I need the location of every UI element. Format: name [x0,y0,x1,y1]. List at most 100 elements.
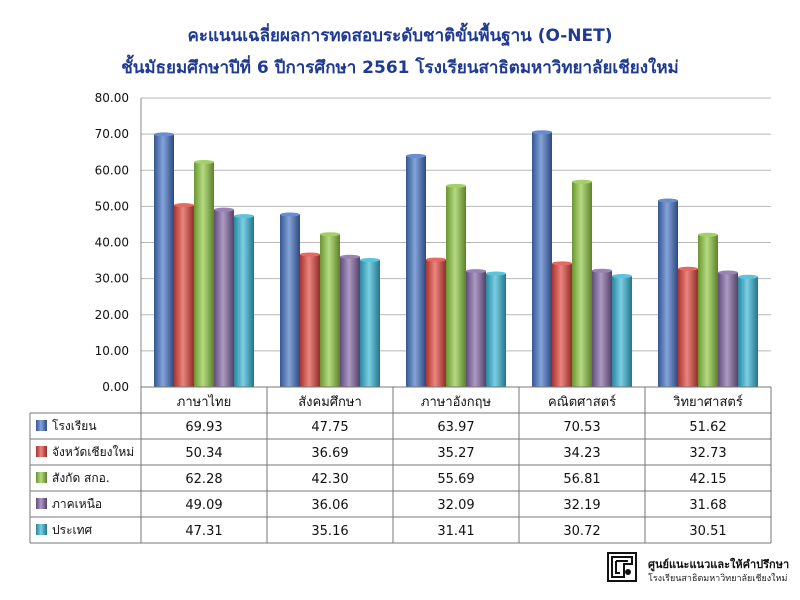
bar-cap [194,160,214,165]
bar-5-2 [360,259,380,387]
data-label: 31.68 [689,498,726,513]
bar-cap [280,212,300,217]
data-label: 34.23 [563,446,600,461]
bar-cap [406,153,426,158]
bar-cap [658,198,678,203]
data-label: 32.19 [563,498,600,513]
bar-4-3 [466,271,486,387]
data-label: 47.75 [311,420,348,435]
bar-3-3 [446,185,466,387]
data-label: 32.09 [437,498,474,513]
bar-cap [612,274,632,279]
category-label: วิทยาศาสตร์ [672,394,742,410]
bar-2-2 [300,254,320,387]
data-label: 49.09 [185,498,222,513]
legend-swatch [36,472,47,483]
y-tick-label: 10.00 [95,344,129,358]
bar-1-3 [406,155,426,387]
bar-5-1 [234,216,254,387]
category-label: ภาษาอังกฤษ [421,395,492,410]
footer-school-name: โรงเรียนสาธิตมหาวิทยาลัยเชียงใหม่ [648,574,788,584]
y-tick-label: 50.00 [95,199,129,213]
data-label: 35.27 [437,446,474,461]
y-tick-label: 30.00 [95,272,129,286]
data-label: 69.93 [185,420,222,435]
category-label: ภาษาไทย [177,394,231,410]
bar-cap [698,232,718,237]
bar-4-1 [214,209,234,387]
bar-5-5 [738,276,758,387]
data-label: 55.69 [437,472,474,487]
footer-org-name: ศูนย์แนะแนวและให้คำปรึกษา [648,558,790,571]
bar-5-4 [612,276,632,387]
bar-1-5 [658,200,678,387]
data-label: 35.16 [311,524,348,539]
legend-label: ประเทศ [52,523,93,537]
bar-1-1 [154,134,174,387]
data-label: 51.62 [689,420,726,435]
bar-cap [174,203,194,208]
bar-2-1 [174,205,194,387]
bar-cap [320,232,340,237]
data-label: 36.69 [311,446,348,461]
bar-2-3 [426,259,446,387]
bar-cap [572,179,592,184]
legend-swatch [36,420,47,431]
chart-title-line2: ชั้นมัธยมศึกษาปีที่ 6 ปีการศึกษา 2561 โร… [121,58,679,78]
y-tick-label: 60.00 [95,163,129,177]
legend-swatch [36,446,47,457]
category-label: คณิตศาสตร์ [548,394,616,410]
data-label: 47.31 [185,524,222,539]
bar-4-2 [340,256,360,387]
bar-cap [154,132,174,137]
y-tick-label: 40.00 [95,236,129,250]
bar-3-4 [572,181,592,387]
bar-1-2 [280,214,300,387]
data-label: 30.51 [689,524,726,539]
bar-3-2 [320,234,340,387]
y-tick-label: 0.00 [102,380,129,394]
data-label: 56.81 [563,472,600,487]
bar-cap [678,266,698,271]
bar-4-5 [718,272,738,387]
legend-label: ภาคเหนือ [52,497,102,511]
bar-cap [426,257,446,262]
bar-cap [532,130,552,135]
y-tick-label: 70.00 [95,127,129,141]
bar-cap [466,269,486,274]
school-logo-icon [607,552,637,582]
legend-swatch [36,498,47,509]
bar-cap [592,268,612,273]
bar-5-3 [486,273,506,387]
bar-4-4 [592,270,612,387]
legend-swatch [36,524,47,535]
bar-3-5 [698,234,718,387]
bar-3-1 [194,162,214,387]
bar-cap [738,274,758,279]
bar-2-4 [552,263,572,387]
data-label: 70.53 [563,420,600,435]
data-label: 42.15 [689,472,726,487]
bar-cap [300,252,320,257]
data-label: 32.73 [689,446,726,461]
bar-cap [360,257,380,262]
bar-cap [446,183,466,188]
legend-label: จังหวัดเชียงใหม่ [52,445,134,459]
data-label: 63.97 [437,420,474,435]
bar-cap [340,254,360,259]
data-label: 36.06 [311,498,348,513]
data-label: 62.28 [185,472,222,487]
y-tick-label: 80.00 [95,91,129,105]
bar-1-4 [532,132,552,387]
data-label: 31.41 [437,524,474,539]
bar-cap [214,207,234,212]
bar-cap [552,261,572,266]
chart-title-line1: คะแนนเฉลี่ยผลการทดสอบระดับชาติขั้นพื้นฐา… [187,26,613,46]
y-tick-label: 20.00 [95,308,129,322]
data-label: 50.34 [185,446,222,461]
data-label: 30.72 [563,524,600,539]
category-label: สังคมศึกษา [298,395,362,410]
bar-cap [718,270,738,275]
data-label: 42.30 [311,472,348,487]
